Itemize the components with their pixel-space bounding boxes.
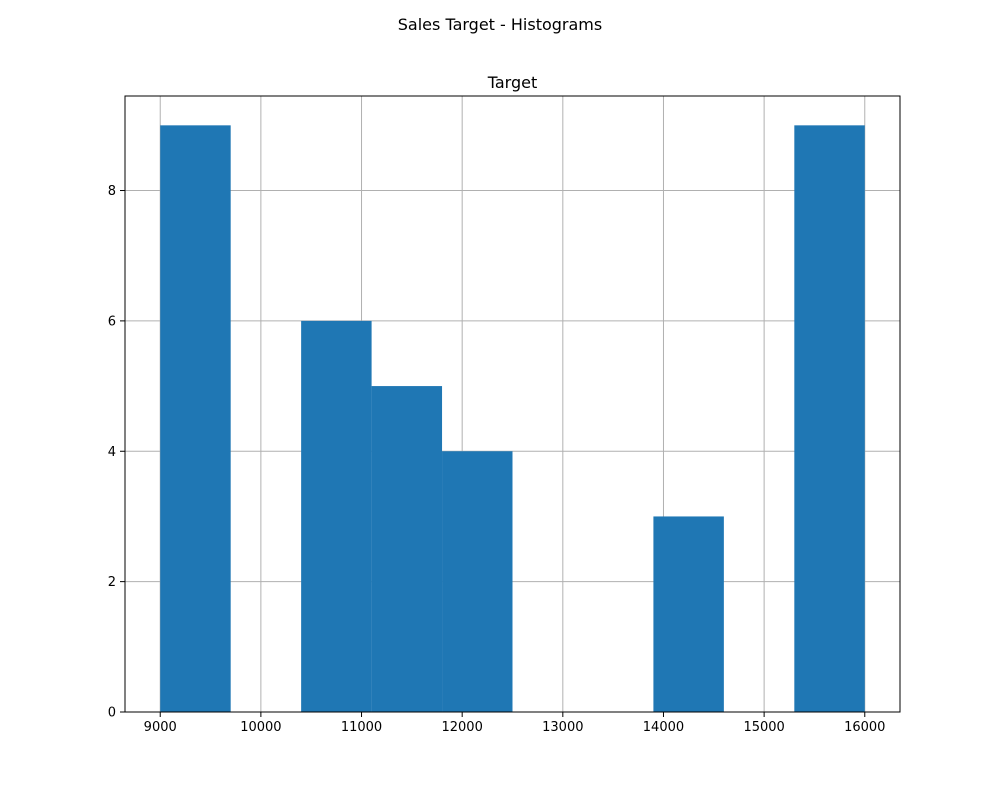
x-tick-label: 14000 — [643, 720, 684, 735]
histogram-bar — [301, 320, 372, 712]
x-tick-label: 9000 — [144, 720, 177, 735]
figure-suptitle: Sales Target - Histograms — [398, 15, 602, 34]
y-tick-label: 4 — [108, 445, 116, 460]
y-tick-label: 2 — [108, 575, 116, 590]
x-tick-label: 16000 — [844, 720, 885, 735]
x-tick-label: 12000 — [441, 720, 482, 735]
y-tick-label: 0 — [108, 706, 116, 721]
histogram-axes: Target 9000 10000 11000 12000 13000 14000 1500… — [108, 73, 901, 735]
histogram-bar — [371, 386, 443, 712]
histogram-bar — [442, 451, 513, 712]
y-tick-label: 8 — [108, 184, 116, 199]
histogram-bar — [160, 125, 231, 713]
axes-title: Target — [487, 73, 538, 92]
histogram-bars — [160, 125, 865, 713]
histogram-bar — [653, 516, 724, 712]
x-axis-ticks: 9000 10000 11000 12000 13000 14000 15000 16000 — [144, 712, 885, 735]
grid-lines — [125, 96, 900, 713]
y-axis-ticks: 0 2 4 6 8 — [108, 184, 125, 721]
axes-frame — [124, 95, 901, 713]
x-tick-label: 15000 — [743, 720, 784, 735]
y-tick-label: 6 — [108, 314, 116, 329]
x-tick-label: 10000 — [240, 720, 281, 735]
histogram-bar — [794, 125, 865, 713]
x-tick-label: 11000 — [341, 720, 382, 735]
x-tick-label: 13000 — [542, 720, 583, 735]
